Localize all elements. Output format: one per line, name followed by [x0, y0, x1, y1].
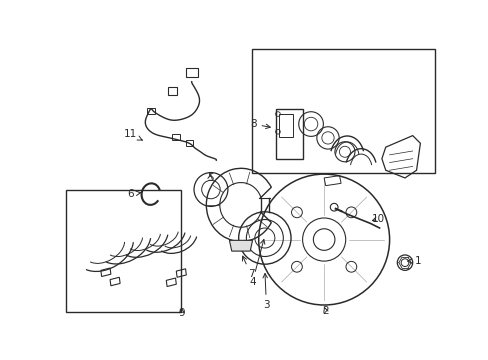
Bar — [276, 109, 303, 159]
Polygon shape — [229, 240, 252, 251]
Bar — [279, 114, 293, 137]
Text: 4: 4 — [249, 239, 264, 287]
Text: 10: 10 — [371, 214, 384, 224]
Bar — [252, 49, 434, 174]
Text: 9: 9 — [178, 308, 184, 318]
Bar — [167, 87, 177, 95]
Text: 8: 8 — [249, 119, 270, 129]
Text: 1: 1 — [407, 256, 421, 266]
Text: 6: 6 — [126, 189, 140, 199]
Text: 11: 11 — [123, 129, 142, 140]
Text: 7: 7 — [242, 256, 254, 279]
Text: 5: 5 — [206, 173, 213, 183]
Bar — [172, 134, 180, 140]
Text: 3: 3 — [263, 274, 269, 310]
Bar — [147, 108, 154, 114]
Text: 2: 2 — [322, 306, 328, 316]
Bar — [66, 190, 181, 312]
Bar — [185, 140, 193, 147]
Bar — [185, 68, 198, 77]
